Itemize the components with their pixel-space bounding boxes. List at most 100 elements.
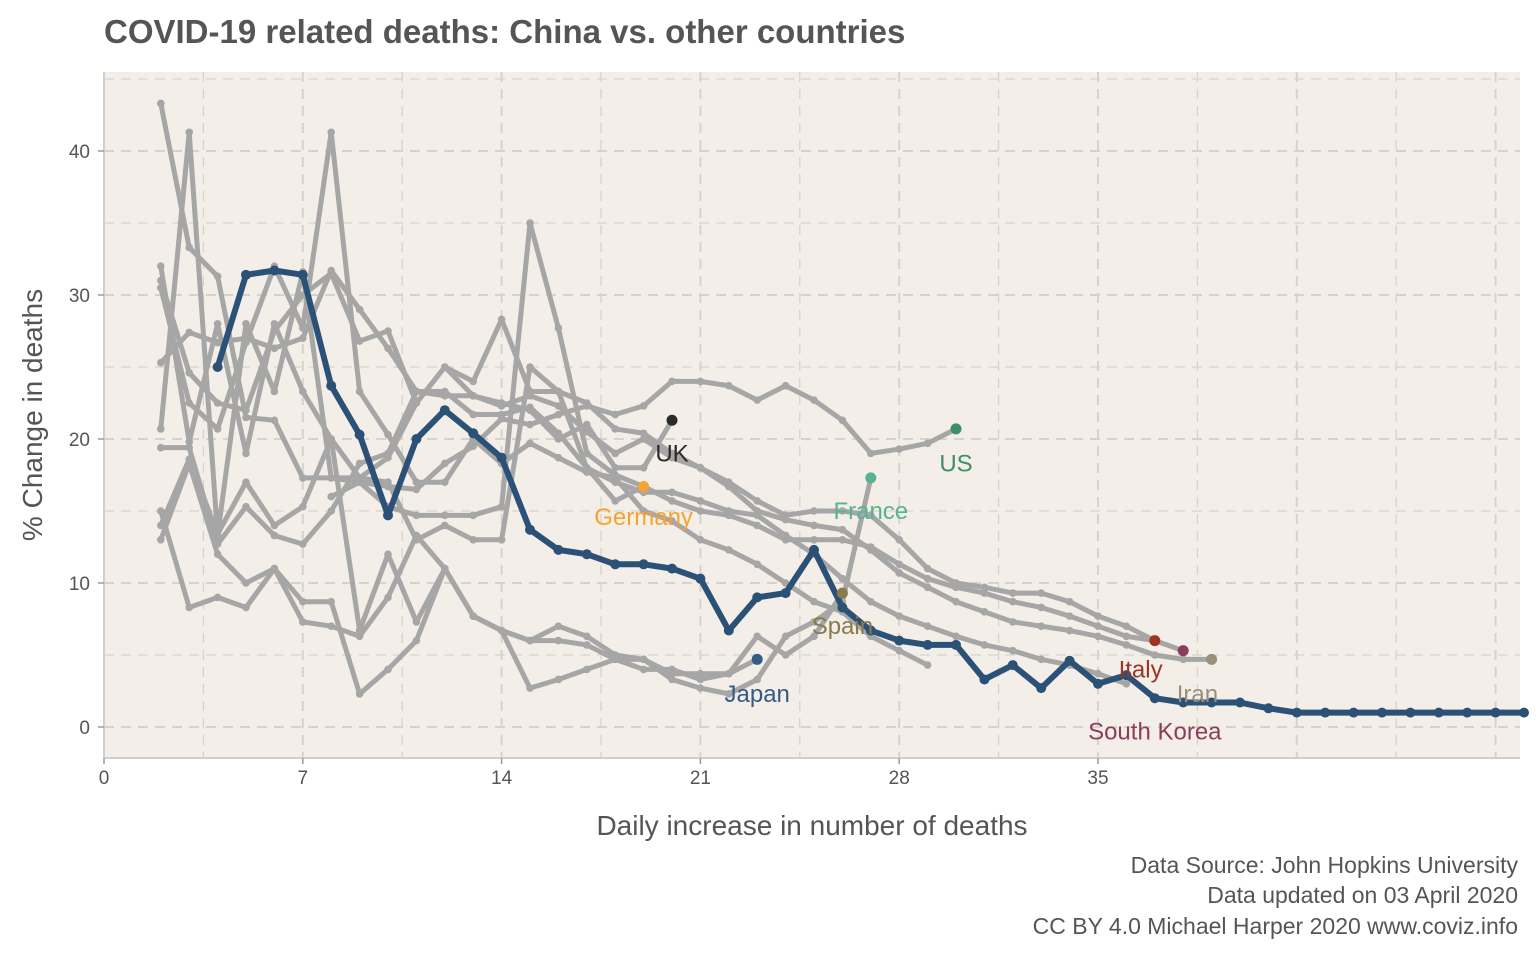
data-point <box>696 675 705 684</box>
data-point <box>1009 589 1017 597</box>
data-point <box>441 521 449 530</box>
x-tick-label: 7 <box>298 768 309 789</box>
data-point <box>384 449 392 458</box>
highlight-point <box>297 269 308 280</box>
data-point <box>583 665 591 674</box>
caption-data-updated: Data updated on 03 April 2020 <box>1207 882 1518 908</box>
data-point <box>157 358 165 367</box>
data-point <box>668 675 676 684</box>
data-point <box>469 536 478 544</box>
series-endpoint <box>1149 635 1161 647</box>
data-point <box>611 497 619 505</box>
series-line <box>158 129 931 668</box>
data-point <box>270 387 279 396</box>
data-point <box>157 443 165 452</box>
data-point <box>497 315 506 324</box>
data-point <box>355 459 364 468</box>
data-point <box>725 546 733 554</box>
highlight-point <box>1462 707 1473 718</box>
series-endpoint <box>1177 645 1189 657</box>
data-point <box>810 597 818 606</box>
highlight-point <box>1348 707 1359 718</box>
data-point <box>384 550 392 558</box>
highlight-point <box>1377 707 1387 718</box>
series-endpoint <box>666 414 678 426</box>
highlight-point <box>468 428 479 439</box>
highlight-point <box>865 625 876 636</box>
y-axis-title: % Change in deaths <box>17 289 48 541</box>
data-point <box>1122 680 1131 688</box>
data-point <box>980 641 989 649</box>
highlight-point <box>354 429 365 440</box>
data-point <box>526 392 534 400</box>
data-point <box>867 597 875 606</box>
data-point <box>497 502 506 511</box>
data-point <box>1094 632 1102 641</box>
highlight-point <box>1320 707 1331 718</box>
data-point <box>1037 655 1045 664</box>
data-point <box>810 396 818 404</box>
data-point <box>299 502 307 511</box>
data-point <box>384 344 392 353</box>
data-point <box>639 507 648 515</box>
data-point <box>781 531 790 540</box>
data-point <box>355 626 364 635</box>
highlight-point <box>1291 707 1302 718</box>
data-point <box>185 328 193 337</box>
highlight-point <box>1433 707 1444 718</box>
highlight-point <box>922 639 933 650</box>
data-point <box>639 665 648 674</box>
highlight-point <box>723 625 734 636</box>
data-point <box>213 425 222 433</box>
data-point <box>213 540 222 548</box>
data-point <box>327 128 336 137</box>
data-point <box>213 272 222 281</box>
country-label: Italy <box>1119 656 1163 683</box>
highlight-point <box>525 524 535 535</box>
data-point <box>810 536 818 544</box>
data-point <box>1065 612 1074 620</box>
data-point <box>327 266 336 275</box>
data-point <box>497 536 506 544</box>
highlight-point <box>1405 707 1416 718</box>
data-point <box>583 468 591 476</box>
data-point <box>327 435 336 443</box>
data-point <box>185 438 193 446</box>
data-point <box>157 521 165 530</box>
data-point <box>923 574 932 583</box>
country-label: Spain <box>812 613 873 640</box>
highlight-point <box>1519 707 1529 718</box>
highlight-point <box>241 269 251 280</box>
data-point <box>242 338 250 347</box>
data-point <box>526 363 534 371</box>
data-point <box>526 420 534 429</box>
data-point <box>923 622 932 630</box>
caption-license: CC BY 4.0 Michael Harper 2020 www.coviz.… <box>1033 913 1518 939</box>
data-point <box>838 507 847 515</box>
data-point <box>810 618 818 626</box>
data-point <box>980 608 989 616</box>
data-point <box>185 368 193 377</box>
data-point <box>639 464 648 472</box>
data-point <box>554 675 563 684</box>
data-point <box>1122 641 1131 649</box>
data-point <box>299 618 307 626</box>
data-point <box>611 410 619 419</box>
data-point <box>355 632 364 641</box>
data-point <box>270 320 279 328</box>
data-point <box>1179 655 1187 664</box>
country-label: Japan <box>725 681 790 708</box>
data-point <box>441 459 449 468</box>
data-point <box>753 632 761 641</box>
data-point <box>554 622 563 630</box>
data-point <box>583 641 591 649</box>
data-point <box>639 429 648 438</box>
data-point <box>810 521 818 530</box>
data-point <box>781 651 790 659</box>
data-point <box>299 597 307 606</box>
highlight-point <box>837 602 848 613</box>
caption-data-source: Data Source: John Hopkins University <box>1131 852 1519 878</box>
data-point <box>838 536 847 544</box>
data-point <box>327 597 336 606</box>
data-point <box>554 410 563 419</box>
